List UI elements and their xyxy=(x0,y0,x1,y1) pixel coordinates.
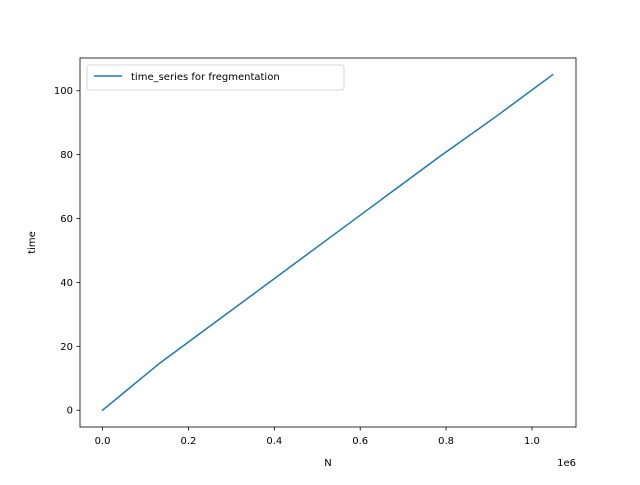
series-layer xyxy=(101,73,554,412)
x-axis-ticks: 0.0 0.2 0.4 0.6 0.8 1.0 xyxy=(95,427,540,447)
x-tick-label: 0.2 xyxy=(180,436,196,447)
legend-box xyxy=(86,64,345,91)
legend-entry-label: time_series for fregmentation xyxy=(131,72,280,83)
y-tick-label: 40 xyxy=(60,278,73,289)
x-tick-label: 0.0 xyxy=(95,436,111,447)
legend: time_series for fregmentation xyxy=(86,64,345,91)
y-tick-label: 20 xyxy=(60,342,73,353)
x-tick-label: 1.0 xyxy=(524,436,540,447)
y-tick-label: 80 xyxy=(60,150,73,161)
y-axis-ticks: 0 20 40 60 80 100 xyxy=(54,86,80,417)
y-tick-label: 0 xyxy=(67,406,73,417)
x-tick-label: 0.4 xyxy=(266,436,282,447)
x-axis-offset-label: 1e6 xyxy=(557,458,576,469)
y-tick-label: 60 xyxy=(60,214,73,225)
y-axis-label: time xyxy=(27,231,38,254)
y-tick-label: 100 xyxy=(54,86,73,97)
x-tick-label: 0.6 xyxy=(352,436,368,447)
axes-frame xyxy=(79,57,577,428)
series-line-0 xyxy=(101,73,554,412)
x-axis-label: N xyxy=(324,458,331,469)
x-tick-label: 0.8 xyxy=(438,436,454,447)
